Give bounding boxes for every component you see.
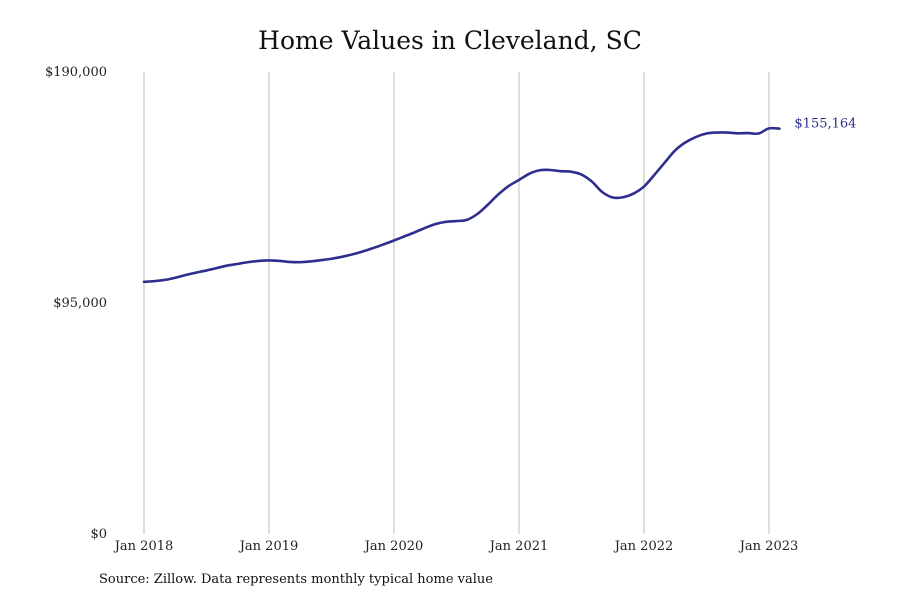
- x-tick-label: Jan 2019: [238, 539, 299, 554]
- y-tick-label: $190,000: [45, 65, 107, 80]
- label-layer: $155,164: [794, 117, 856, 132]
- x-tick-label: Jan 2018: [113, 539, 174, 554]
- x-axis: Jan 2018 Jan 2019 Jan 2020 Jan 2021 Jan 2022…: [113, 539, 799, 554]
- source-note: Source: Zillow. Data represents monthly …: [99, 572, 493, 587]
- x-tick-label: Jan 2022: [613, 539, 674, 554]
- y-axis: $0 $95,000 $190,000: [45, 65, 107, 542]
- x-tick-label: Jan 2020: [363, 539, 424, 554]
- series-layer: [142, 126, 781, 284]
- grid-lines: [143, 72, 770, 534]
- x-tick-label: Jan 2023: [738, 539, 799, 554]
- chart-title: Home Values in Cleveland, SC: [258, 26, 642, 55]
- y-tick-label: $0: [90, 527, 107, 542]
- y-tick-label: $95,000: [53, 296, 107, 311]
- end-value-label: $155,164: [794, 117, 856, 132]
- x-tick-label: Jan 2021: [488, 539, 549, 554]
- series-line: [142, 126, 781, 284]
